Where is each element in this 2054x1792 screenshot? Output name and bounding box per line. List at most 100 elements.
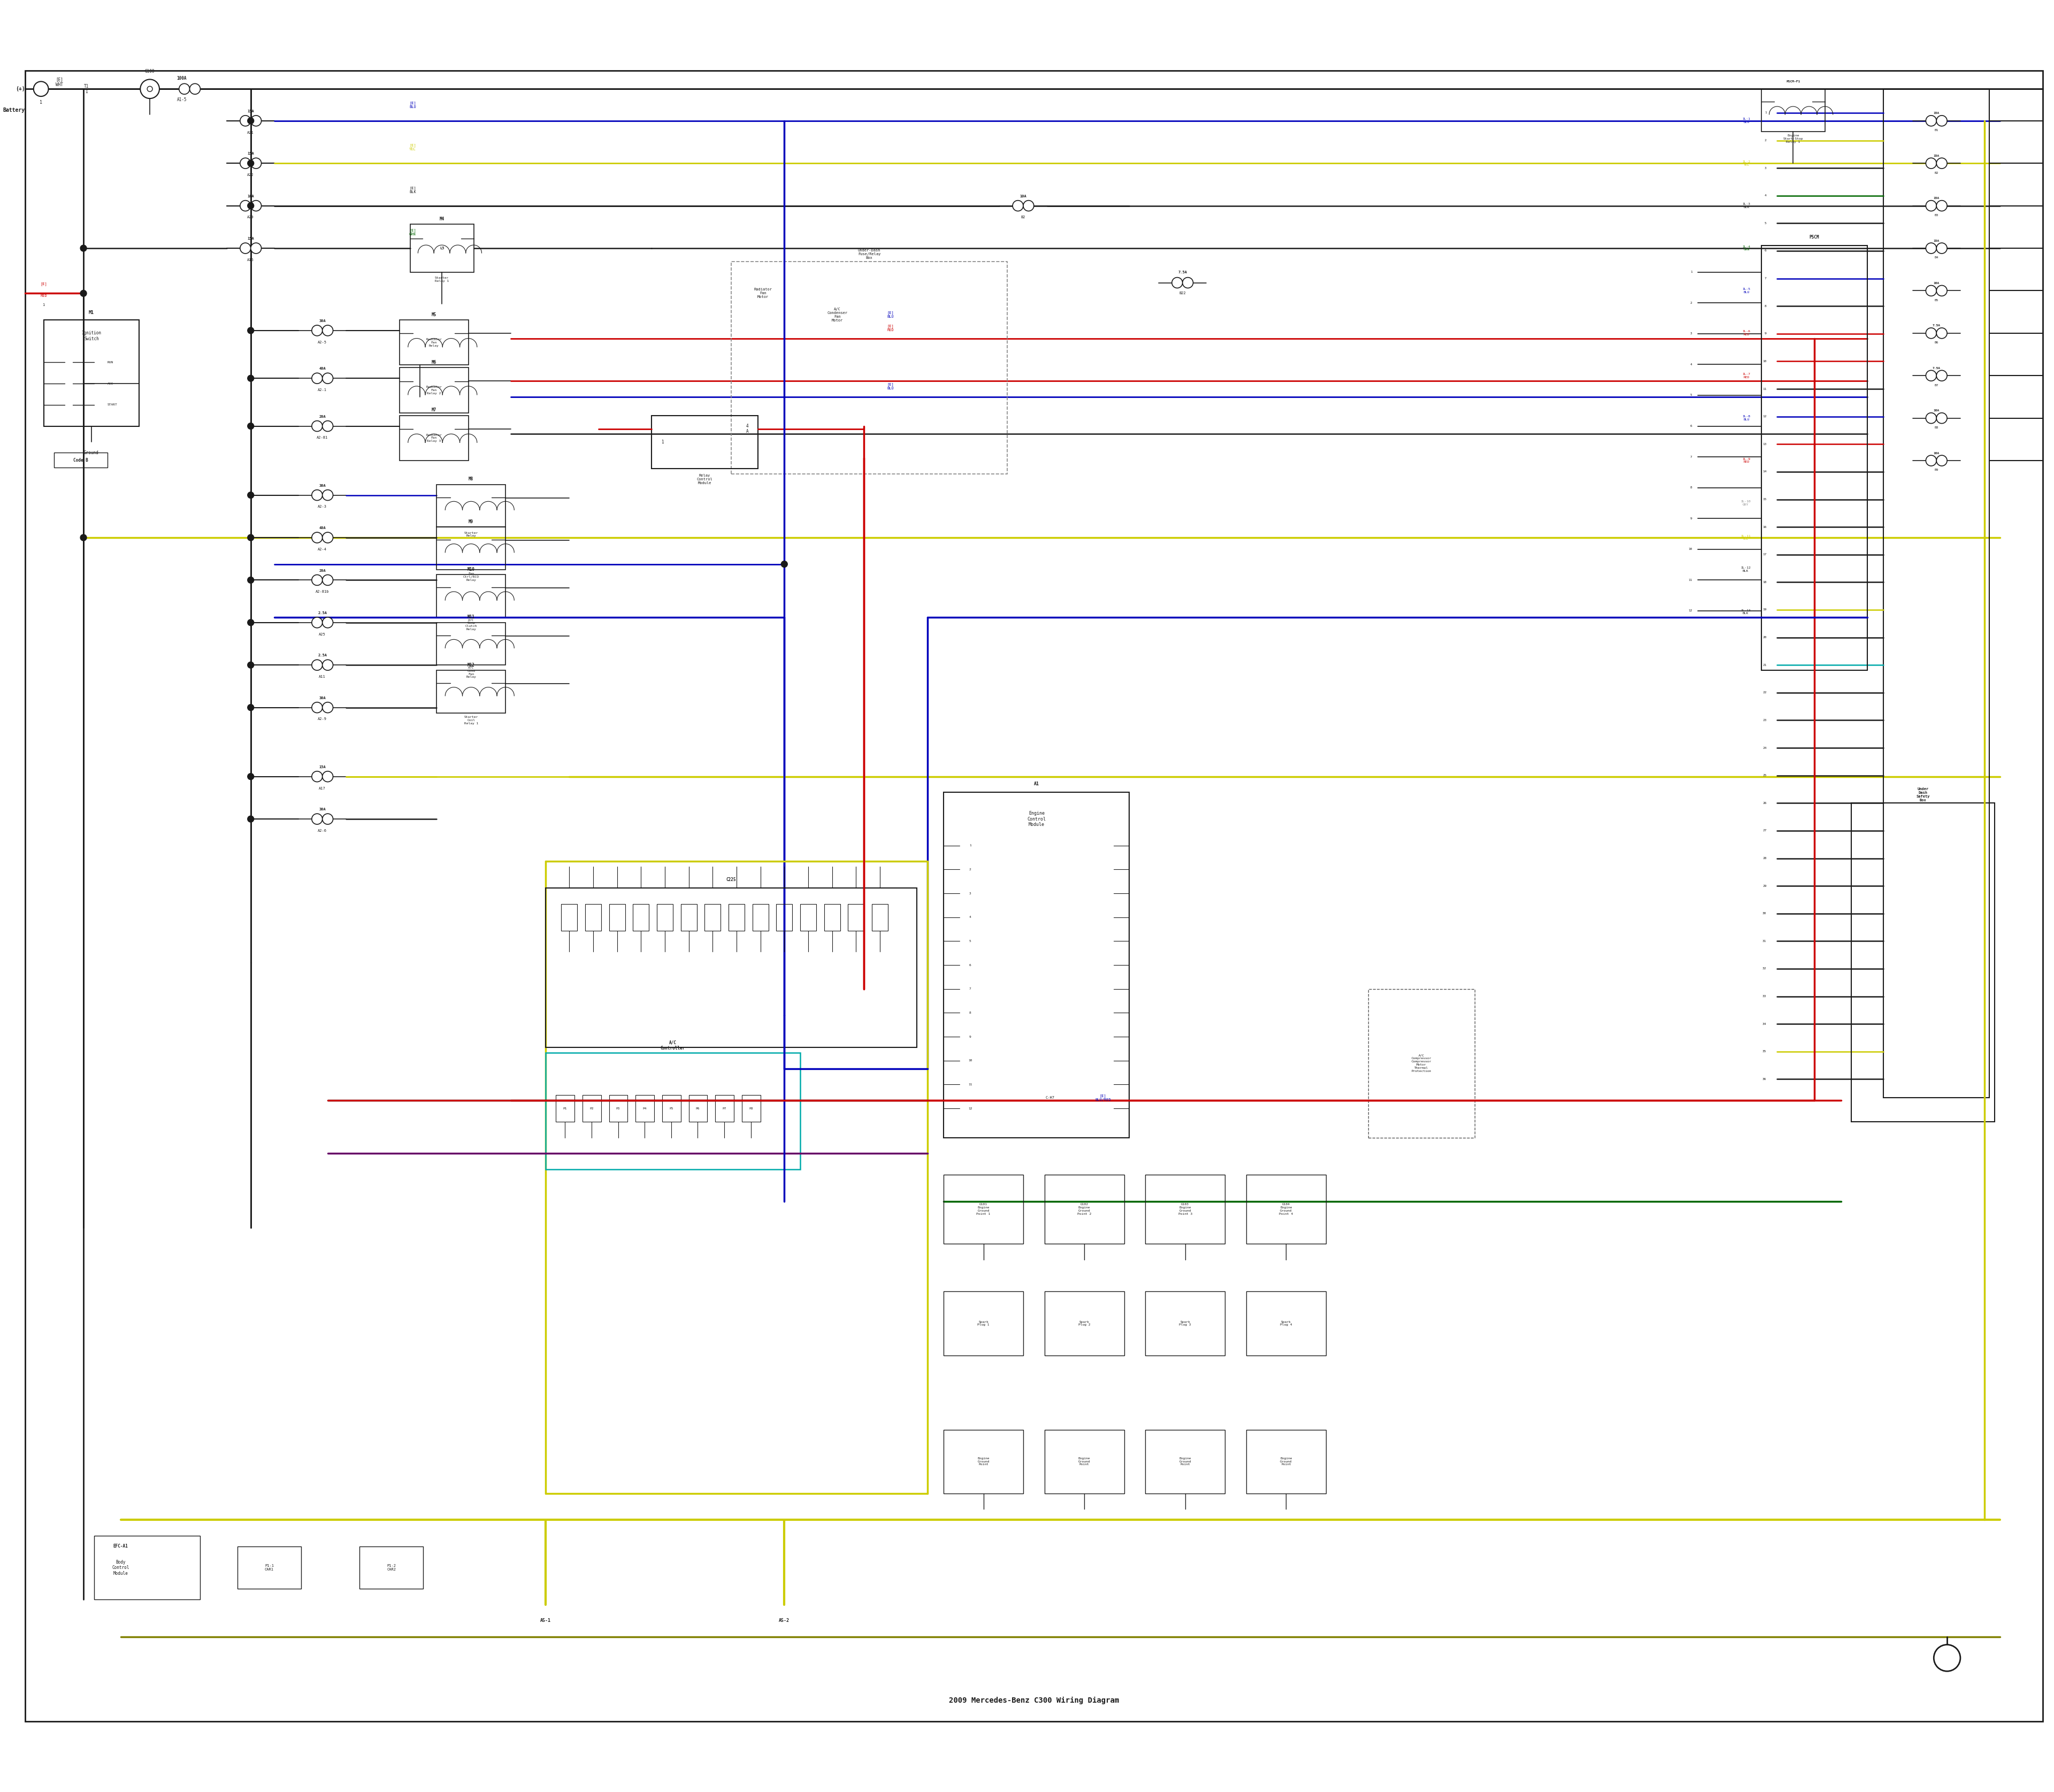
- Bar: [1146, 1292, 1224, 1355]
- Circle shape: [249, 774, 255, 780]
- Text: 16: 16: [1762, 525, 1766, 529]
- Text: A/C
Condenser
Fan
Motor: A/C Condenser Fan Motor: [828, 308, 848, 323]
- Text: B8: B8: [1935, 426, 1939, 428]
- Text: M10: M10: [468, 566, 474, 572]
- Text: Radiator
Fan
Relay: Radiator Fan Relay: [425, 339, 442, 348]
- Bar: [238, 1546, 302, 1590]
- Bar: [1851, 803, 1994, 1122]
- Text: P2: P2: [589, 1107, 594, 1109]
- Circle shape: [1937, 244, 1947, 253]
- Text: 12: 12: [967, 1107, 972, 1109]
- Text: Engine
Ground
Point: Engine Ground Point: [1179, 1457, 1191, 1466]
- Circle shape: [322, 489, 333, 500]
- Bar: [398, 367, 468, 412]
- Bar: [871, 903, 887, 930]
- Circle shape: [1927, 244, 1937, 253]
- Text: 30: 30: [1762, 912, 1766, 916]
- Text: Engine
Ground
Point: Engine Ground Point: [978, 1457, 990, 1466]
- Text: Spark
Plug 2: Spark Plug 2: [1078, 1321, 1091, 1326]
- Circle shape: [322, 421, 333, 432]
- Text: 11: 11: [1762, 387, 1766, 391]
- Circle shape: [179, 84, 189, 95]
- Bar: [752, 903, 768, 930]
- Circle shape: [240, 115, 251, 125]
- Bar: [731, 262, 1006, 473]
- Text: 34: 34: [1762, 1023, 1766, 1025]
- Text: A25: A25: [318, 633, 327, 636]
- Text: Under-Dash
Fuse/Relay
Box: Under-Dash Fuse/Relay Box: [859, 249, 881, 260]
- Text: A5-2: A5-2: [778, 1618, 789, 1624]
- Bar: [1146, 1430, 1224, 1493]
- Text: B6: B6: [1935, 342, 1939, 344]
- Circle shape: [322, 616, 333, 627]
- Text: 33: 33: [1762, 995, 1766, 998]
- Text: B3: B3: [1935, 213, 1939, 217]
- Bar: [438, 670, 505, 713]
- Text: RED: RED: [41, 294, 47, 297]
- Circle shape: [1927, 371, 1937, 382]
- Bar: [651, 416, 758, 468]
- Circle shape: [249, 534, 255, 541]
- Text: 4
A: 4 A: [746, 423, 748, 434]
- Text: 20A: 20A: [318, 416, 327, 418]
- Text: (+): (+): [16, 86, 25, 91]
- Circle shape: [1927, 285, 1937, 296]
- Text: 15A: 15A: [246, 152, 255, 156]
- Text: 18: 18: [1762, 581, 1766, 584]
- Bar: [561, 903, 577, 930]
- Bar: [398, 416, 468, 461]
- Text: Starter
Relay 1: Starter Relay 1: [435, 276, 450, 283]
- Text: Spark
Plug 1: Spark Plug 1: [978, 1321, 990, 1326]
- Circle shape: [251, 201, 261, 211]
- Circle shape: [251, 244, 261, 253]
- Text: 30A: 30A: [318, 697, 327, 699]
- Text: G101
Engine
Ground
Point 1: G101 Engine Ground Point 1: [976, 1202, 990, 1215]
- Text: P4: P4: [643, 1107, 647, 1109]
- Bar: [1146, 1176, 1224, 1244]
- Text: 12: 12: [1762, 416, 1766, 418]
- Text: B4: B4: [1935, 256, 1939, 260]
- Text: B9: B9: [1935, 470, 1939, 471]
- Circle shape: [240, 244, 251, 253]
- Text: Radiator
Fan
Relay 3: Radiator Fan Relay 3: [425, 434, 442, 443]
- Circle shape: [240, 201, 251, 211]
- Text: 15A: 15A: [1933, 113, 1939, 115]
- Circle shape: [249, 661, 255, 668]
- Bar: [715, 1095, 733, 1122]
- Circle shape: [249, 159, 255, 167]
- Text: 15: 15: [1762, 498, 1766, 500]
- Text: 15A: 15A: [1933, 154, 1939, 158]
- Bar: [657, 903, 674, 930]
- Text: Relay
Control
Module: Relay Control Module: [696, 473, 713, 484]
- Text: 29: 29: [1762, 885, 1766, 887]
- Text: IL-13
BLK: IL-13 BLK: [1740, 609, 1750, 615]
- Text: Fan
Ctrl/RCO
Relay: Fan Ctrl/RCO Relay: [462, 572, 479, 581]
- Text: IL-10
GRY: IL-10 GRY: [1740, 500, 1750, 505]
- Bar: [1368, 989, 1475, 1138]
- Text: 15A: 15A: [246, 109, 255, 113]
- Text: 10: 10: [967, 1059, 972, 1063]
- Text: B2: B2: [1935, 172, 1939, 174]
- Text: 10: 10: [1688, 548, 1692, 550]
- Text: A17: A17: [318, 787, 327, 790]
- Text: START: START: [107, 403, 117, 407]
- Circle shape: [140, 79, 160, 99]
- Text: G102
Engine
Ground
Point 2: G102 Engine Ground Point 2: [1076, 1202, 1091, 1215]
- Text: IL-4
GRN: IL-4 GRN: [1742, 246, 1750, 251]
- Bar: [1247, 1430, 1327, 1493]
- Bar: [53, 453, 107, 468]
- Circle shape: [322, 814, 333, 824]
- Text: B5: B5: [1935, 299, 1939, 301]
- Text: 32: 32: [1762, 968, 1766, 969]
- Circle shape: [312, 659, 322, 670]
- Text: M8: M8: [468, 477, 474, 482]
- Text: 2.5A: 2.5A: [318, 611, 327, 615]
- Text: 14: 14: [1762, 471, 1766, 473]
- Text: P1: P1: [563, 1107, 567, 1109]
- Text: Engine
Control
Module: Engine Control Module: [1027, 812, 1045, 826]
- Circle shape: [1937, 455, 1947, 466]
- Text: A/C
Controller: A/C Controller: [661, 1039, 686, 1050]
- Circle shape: [1927, 115, 1937, 125]
- Text: 24: 24: [1762, 747, 1766, 749]
- Text: B22: B22: [1179, 292, 1185, 296]
